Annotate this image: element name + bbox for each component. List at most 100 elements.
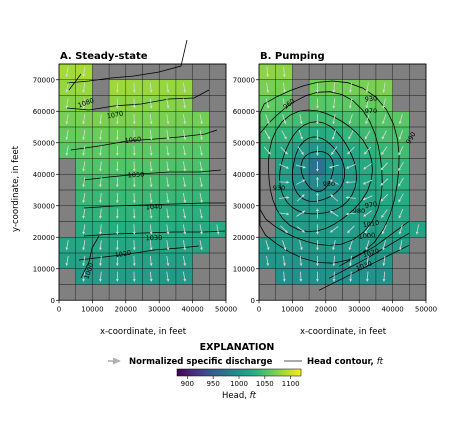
- discharge-arrowhead: [183, 152, 187, 156]
- inactive-cell: [59, 284, 76, 301]
- discharge-arrowhead: [65, 152, 69, 156]
- discharge-arrowhead: [115, 137, 119, 140]
- inactive-cell: [75, 284, 93, 301]
- x-axis-label: x-coordinate, in feet: [100, 327, 187, 337]
- discharge-arrowhead: [149, 168, 153, 172]
- discharge-arrowhead: [348, 136, 351, 140]
- discharge-arrowhead: [166, 105, 170, 109]
- specific-discharge-arrows: [65, 66, 220, 282]
- discharge-arrowhead: [132, 263, 136, 266]
- inactive-cell: [192, 79, 210, 96]
- y-tick-label: 50000: [33, 139, 55, 147]
- inactive-cell: [392, 79, 410, 96]
- inactive-cell: [375, 284, 393, 301]
- inactive-cell: [209, 111, 226, 127]
- inactive-cell: [409, 111, 426, 127]
- discharge-arrowhead: [98, 200, 102, 203]
- discharge-arrowhead: [332, 279, 336, 282]
- discharge-arrowhead: [365, 105, 369, 109]
- quiver-key-arrow-icon: [113, 357, 121, 365]
- discharge-arrowhead: [132, 279, 136, 282]
- discharge-arrowhead: [349, 90, 353, 93]
- inactive-cell: [259, 190, 276, 206]
- discharge-arrowhead: [82, 184, 86, 188]
- discharge-arrowhead: [132, 247, 136, 251]
- discharge-arrowhead: [382, 247, 386, 250]
- x-tick-label: 20000: [315, 305, 337, 313]
- x-axis-label: x-coordinate, in feet: [300, 327, 387, 337]
- discharge-arrowhead: [183, 278, 187, 282]
- discharge-arrowhead: [300, 136, 303, 140]
- discharge-arrowhead: [199, 184, 203, 188]
- discharge-arrowhead: [315, 177, 319, 180]
- discharge-arrowhead: [382, 263, 386, 266]
- discharge-arrowhead: [183, 215, 187, 219]
- y-tick-label: 70000: [233, 76, 255, 84]
- discharge-arrowhead: [381, 121, 385, 124]
- discharge-arrowhead: [381, 231, 385, 234]
- inactive-cell: [409, 205, 426, 222]
- inactive-cell: [125, 64, 143, 80]
- discharge-arrowhead: [302, 165, 306, 169]
- inactive-cell: [409, 190, 426, 206]
- discharge-arrowhead: [183, 263, 187, 266]
- discharge-arrowhead: [82, 89, 86, 93]
- x-tick-label: 40000: [381, 305, 403, 313]
- discharge-arrowhead: [82, 168, 86, 172]
- discharge-arrowhead: [115, 168, 119, 172]
- head-contour: [83, 230, 226, 237]
- inactive-cell: [259, 284, 276, 301]
- inactive-cell: [92, 64, 110, 80]
- discharge-arrowhead: [282, 279, 286, 282]
- x-tick-label: 50000: [215, 305, 237, 313]
- discharge-arrowhead: [65, 121, 69, 125]
- discharge-arrowhead: [82, 152, 86, 156]
- discharge-arrowhead: [380, 182, 384, 186]
- discharge-arrowhead: [166, 168, 170, 172]
- inactive-cell: [209, 158, 226, 175]
- discharge-arrowhead: [199, 121, 203, 125]
- inactive-cell: [259, 268, 276, 285]
- inactive-cell: [409, 79, 426, 96]
- y-tick-label: 30000: [233, 202, 255, 210]
- discharge-arrowhead: [331, 136, 335, 140]
- inactive-cell: [409, 95, 426, 112]
- inactive-cell: [309, 64, 326, 80]
- discharge-arrowhead: [82, 231, 86, 235]
- discharge-arrowhead: [398, 167, 401, 171]
- discharge-arrowhead: [149, 247, 153, 251]
- inactive-cell: [292, 95, 310, 112]
- discharge-arrowhead: [166, 152, 170, 156]
- discharge-arrowhead: [82, 200, 86, 203]
- discharge-arrowhead: [284, 230, 288, 233]
- contour-label: 1030: [146, 234, 163, 243]
- head-contour: [70, 129, 218, 151]
- discharge-arrowhead: [398, 215, 402, 219]
- inactive-cell: [409, 174, 426, 190]
- discharge-arrowhead: [283, 105, 287, 109]
- inactive-cell: [392, 253, 410, 269]
- discharge-arrowhead: [115, 105, 119, 109]
- contour-label: 930: [364, 94, 377, 103]
- inactive-cell: [292, 79, 310, 96]
- discharge-arrowhead: [283, 136, 287, 140]
- contour-label: 1010: [362, 219, 380, 230]
- discharge-arrowhead: [347, 151, 351, 155]
- discharge-arrowhead: [300, 151, 304, 155]
- inactive-cell: [342, 284, 360, 301]
- inactive-cell: [209, 127, 226, 143]
- inactive-cell: [142, 64, 160, 80]
- discharge-arrowhead: [82, 263, 86, 266]
- discharge-arrowhead: [199, 168, 203, 172]
- x-tick-label: 0: [57, 305, 61, 313]
- inactive-cell: [209, 95, 226, 112]
- discharge-arrowhead: [301, 194, 305, 198]
- contour-label: 1050: [128, 171, 145, 180]
- head-contour: [66, 39, 188, 84]
- discharge-arrowhead: [132, 184, 136, 188]
- discharge-arrowhead: [315, 192, 319, 196]
- x-ticks: 0 10000 20000 30000 40000 50000: [57, 300, 237, 313]
- discharge-arrowhead: [115, 279, 119, 282]
- discharge-arrowhead: [149, 184, 153, 188]
- discharge-arrowhead: [216, 231, 220, 235]
